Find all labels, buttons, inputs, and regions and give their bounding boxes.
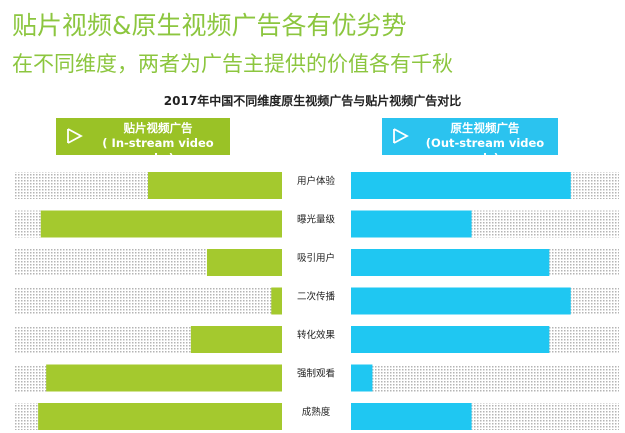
category-label: 二次传播 — [297, 291, 336, 303]
legend-in-stream-name: 贴片视频广告 — [123, 121, 193, 135]
category-label: 吸引用户 — [297, 252, 335, 264]
bar-in-stream — [190, 326, 282, 353]
bar-out-stream — [351, 287, 571, 315]
legend-in-stream: 贴片视频广告 ( In-stream video ads ) — [56, 118, 230, 165]
legend-out-stream-name: 原生视频广告 — [450, 121, 520, 135]
track-in-stream — [14, 287, 282, 315]
category-label: 强制观看 — [297, 368, 335, 380]
category-label: 成熟度 — [302, 406, 331, 418]
bar-in-stream — [46, 364, 282, 392]
bar-in-stream — [38, 403, 283, 430]
headline: 贴片视频&原生视频广告各有优劣势 — [12, 11, 407, 40]
bar-in-stream — [40, 210, 282, 238]
bar-out-stream — [351, 249, 550, 276]
play-icon — [393, 128, 409, 144]
chart-title: 2017年中国不同维度原生视频广告与贴片视频广告对比 — [163, 94, 462, 108]
bar-in-stream — [206, 249, 282, 276]
bar-in-stream — [271, 287, 282, 315]
legend-out-stream-english: (Out-stream video ads) — [425, 136, 545, 165]
bar-out-stream — [351, 210, 472, 238]
category-label: 转化效果 — [297, 329, 336, 341]
track-out-stream — [351, 364, 619, 392]
legend-out-stream: 原生视频广告 (Out-stream video ads) — [382, 118, 558, 165]
category-label: 曝光量级 — [297, 214, 336, 226]
play-icon — [67, 128, 83, 144]
subheadline: 在不同维度，两者为广告主提供的价值各有千秋 — [12, 52, 453, 76]
bar-out-stream — [351, 326, 550, 353]
bar-out-stream — [351, 172, 571, 199]
bar-out-stream — [351, 364, 373, 392]
bar-in-stream — [148, 172, 282, 199]
category-label: 用户体验 — [297, 175, 336, 187]
bar-out-stream — [351, 403, 472, 430]
legend-in-stream-english: ( In-stream video ads ) — [102, 136, 214, 165]
